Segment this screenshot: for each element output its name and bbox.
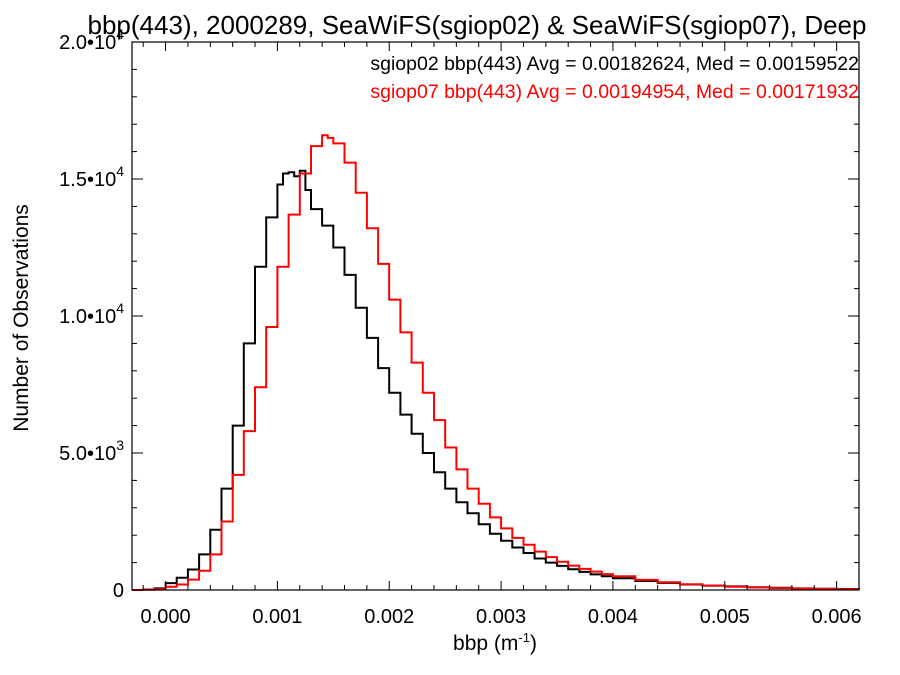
y-tick-label: 2.0•104 (59, 26, 124, 54)
y-tick-label-mantissa: 2.0•10 (59, 32, 116, 54)
chart-title: bbp(443), 2000289, SeaWiFS(sgiop02) & Se… (88, 10, 867, 40)
x-tick-label: 0.000 (141, 606, 191, 628)
y-tick-label-mantissa: 5.0•10 (59, 443, 116, 465)
x-tick-label: 0.006 (812, 606, 862, 628)
y-tick-label-mantissa: 0 (113, 580, 124, 602)
y-tick-label-mantissa: 1.5•10 (59, 169, 116, 191)
x-tick-label: 0.004 (588, 606, 638, 628)
x-axis-title: bbp (m-1) (453, 630, 537, 655)
y-tick-label: 1.0•104 (59, 300, 124, 328)
y-tick-label: 1.5•104 (59, 163, 124, 191)
annotation-sgiop02: sgiop02 bbp(443) Avg = 0.00182624, Med =… (370, 53, 859, 75)
x-tick-label: 0.001 (252, 606, 302, 628)
y-tick-label-mantissa: 1.0•10 (59, 306, 116, 328)
y-tick-label-exponent: 3 (116, 437, 124, 453)
series-layer (132, 134, 860, 591)
x-axis-title-superscript: -1 (518, 630, 530, 645)
y-tick-label-exponent: 4 (116, 163, 124, 179)
x-tick-label: 0.002 (364, 606, 414, 628)
x-tick-label: 0.005 (700, 606, 750, 628)
ticks-layer: 0.000 0.001 0.002 0.003 0.004 0.005 0.006 0 5.0•… (59, 26, 862, 628)
y-tick-label: 0 (113, 580, 124, 602)
x-axis-title-close: ) (530, 632, 537, 655)
x-tick-label: 0.003 (476, 606, 526, 628)
series-line-sgiop07 (132, 134, 860, 591)
annotation-sgiop07: sgiop07 bbp(443) Avg = 0.00194954, Med =… (370, 81, 859, 103)
y-axis-title: Number of Observations (10, 204, 33, 432)
y-tick-label-exponent: 4 (116, 26, 124, 42)
x-axis-title-text: bbp (m (453, 632, 518, 655)
y-tick-label: 5.0•103 (59, 437, 124, 465)
y-tick-label-exponent: 4 (116, 300, 124, 316)
